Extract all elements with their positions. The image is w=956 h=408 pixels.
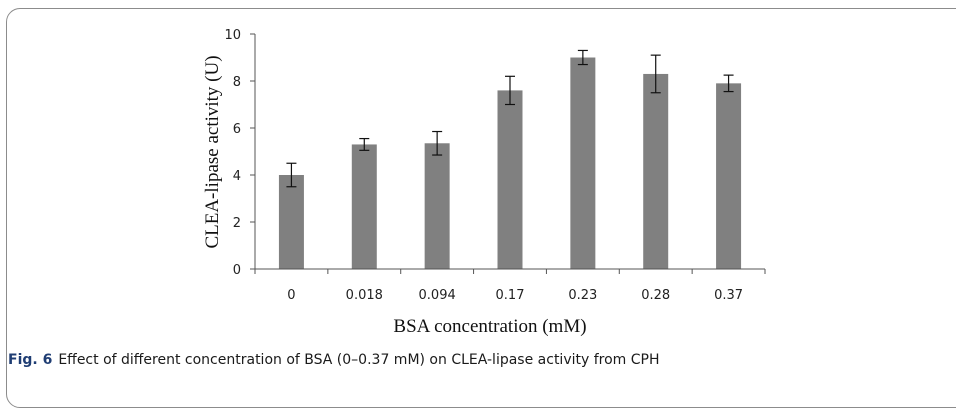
x-tick-label-0.17: 0.17 — [496, 288, 525, 303]
caption-text: Effect of different concentration of BSA… — [58, 352, 660, 368]
bar-0.018 — [351, 144, 377, 269]
bar-0 — [278, 175, 304, 269]
y-tick-label-8: 8 — [233, 75, 241, 90]
axes-group: 0 0.018 0.094 0.17 0.23 0.28 0.37 0 2 4 6 8 10 — [224, 28, 766, 303]
x-tick-label-0.018: 0.018 — [346, 288, 383, 303]
figure-caption: Fig. 6 Effect of different concentration … — [8, 352, 948, 368]
bar-0.094 — [424, 143, 450, 269]
bars-group — [278, 57, 742, 270]
y-tick-label-4: 4 — [233, 169, 241, 184]
y-tick-label-0: 0 — [233, 263, 241, 278]
error-bars-group — [286, 49, 734, 188]
bar-chart: 0 0.018 0.094 0.17 0.23 0.28 0.37 0 2 4 6 8 10 CLEA-… — [202, 28, 766, 337]
bar-0.17 — [497, 90, 523, 270]
y-tick-label-2: 2 — [233, 216, 241, 231]
x-tick-label-0.23: 0.23 — [568, 288, 597, 303]
x-tick-label-0.37: 0.37 — [714, 288, 743, 303]
x-tick-label-0: 0 — [287, 288, 295, 303]
y-tick-label-10: 10 — [224, 28, 241, 43]
x-tick-label-0.094: 0.094 — [419, 288, 456, 303]
bar-0.37 — [716, 83, 742, 269]
y-axis-title: CLEA-lipase activity (U) — [202, 55, 223, 248]
x-tick-label-0.28: 0.28 — [641, 288, 670, 303]
y-tick-label-6: 6 — [233, 122, 241, 137]
figure-label: Fig. 6 — [8, 352, 53, 368]
bar-0.28 — [643, 73, 669, 269]
x-axis-title: BSA concentration (mM) — [393, 316, 586, 337]
bar-0.23 — [570, 57, 596, 269]
